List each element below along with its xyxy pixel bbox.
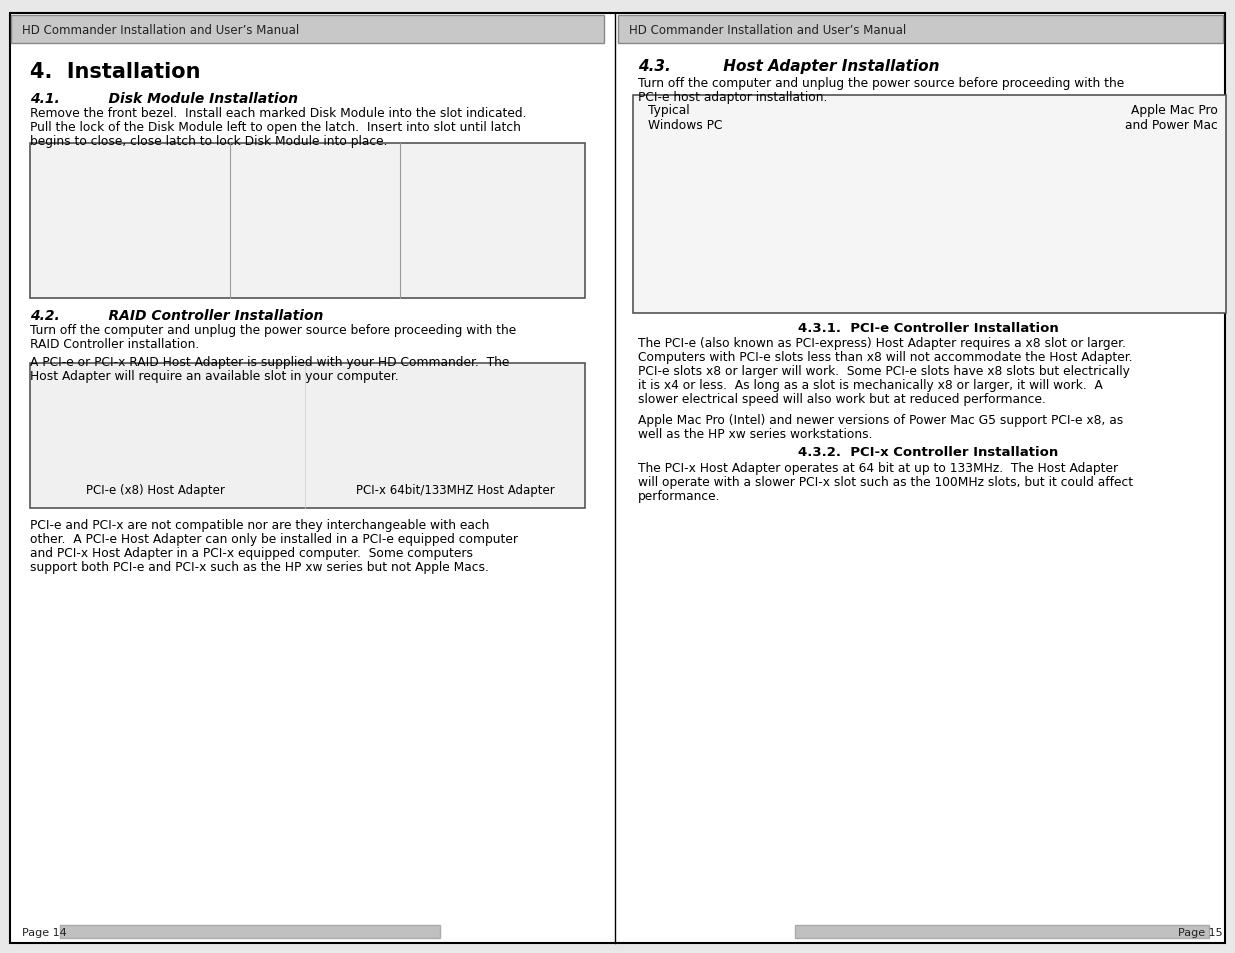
Text: support both PCI-e and PCI-x such as the HP xw series but not Apple Macs.: support both PCI-e and PCI-x such as the…	[30, 560, 489, 574]
Text: performance.: performance.	[638, 490, 720, 502]
Text: Turn off the computer and unplug the power source before proceeding with the: Turn off the computer and unplug the pow…	[638, 77, 1124, 90]
Text: 4.  Installation: 4. Installation	[30, 62, 200, 82]
Text: other.  A PCI-e Host Adapter can only be installed in a PCI-e equipped computer: other. A PCI-e Host Adapter can only be …	[30, 533, 517, 545]
Text: The PCI-e (also known as PCI-express) Host Adapter requires a x8 slot or larger.: The PCI-e (also known as PCI-express) Ho…	[638, 336, 1126, 350]
Text: slower electrical speed will also work but at reduced performance.: slower electrical speed will also work b…	[638, 393, 1046, 406]
Bar	[30, 364, 585, 509]
Text: Host Adapter will require an available slot in your computer.: Host Adapter will require an available s…	[30, 370, 399, 382]
Bar	[30, 144, 585, 298]
Text: 4.3.1.  PCI-e Controller Installation: 4.3.1. PCI-e Controller Installation	[798, 322, 1058, 335]
Text: Page 15: Page 15	[1178, 927, 1223, 937]
Text: 4.3.2.  PCI-x Controller Installation: 4.3.2. PCI-x Controller Installation	[798, 446, 1058, 458]
Text: begins to close, close latch to lock Disk Module into place.: begins to close, close latch to lock Dis…	[30, 135, 388, 148]
Text: and PCI-x Host Adapter in a PCI-x equipped computer.  Some computers: and PCI-x Host Adapter in a PCI-x equipp…	[30, 546, 473, 559]
Text: Turn off the computer and unplug the power source before proceeding with the: Turn off the computer and unplug the pow…	[30, 324, 516, 336]
Text: Page 14: Page 14	[22, 927, 67, 937]
Bar	[634, 96, 1226, 314]
Bar	[618, 16, 1223, 44]
Text: A PCI-e or PCI-x RAID Host Adapter is supplied with your HD Commander.  The: A PCI-e or PCI-x RAID Host Adapter is su…	[30, 355, 509, 369]
Text: PCI-e slots x8 or larger will work.  Some PCI-e slots have x8 slots but electric: PCI-e slots x8 or larger will work. Some…	[638, 365, 1130, 377]
Text: Computers with PCI-e slots less than x8 will not accommodate the Host Adapter.: Computers with PCI-e slots less than x8 …	[638, 351, 1132, 364]
Bar	[11, 16, 604, 44]
Bar	[795, 925, 1209, 938]
Text: RAID Controller installation.: RAID Controller installation.	[30, 337, 199, 351]
Text: HD Commander Installation and User’s Manual: HD Commander Installation and User’s Man…	[629, 24, 906, 36]
Text: PCI-e (x8) Host Adapter: PCI-e (x8) Host Adapter	[85, 483, 225, 497]
Text: Pull the lock of the Disk Module left to open the latch.  Insert into slot until: Pull the lock of the Disk Module left to…	[30, 121, 521, 133]
Text: HD Commander Installation and User’s Manual: HD Commander Installation and User’s Man…	[22, 24, 299, 36]
Text: PCI-e and PCI-x are not compatible nor are they interchangeable with each: PCI-e and PCI-x are not compatible nor a…	[30, 518, 489, 532]
Text: PCI-x 64bit/133MHZ Host Adapter: PCI-x 64bit/133MHZ Host Adapter	[356, 483, 555, 497]
Text: 4.3.          Host Adapter Installation: 4.3. Host Adapter Installation	[638, 59, 940, 74]
Text: it is x4 or less.  As long as a slot is mechanically x8 or larger, it will work.: it is x4 or less. As long as a slot is m…	[638, 378, 1103, 392]
Text: Apple Mac Pro
and Power Mac: Apple Mac Pro and Power Mac	[1125, 104, 1218, 132]
Text: The PCI-x Host Adapter operates at 64 bit at up to 133MHz.  The Host Adapter: The PCI-x Host Adapter operates at 64 bi…	[638, 461, 1118, 475]
Text: 4.2.          RAID Controller Installation: 4.2. RAID Controller Installation	[30, 309, 324, 323]
Text: Typical
Windows PC: Typical Windows PC	[648, 104, 722, 132]
Text: 4.1.          Disk Module Installation: 4.1. Disk Module Installation	[30, 91, 298, 106]
Text: well as the HP xw series workstations.: well as the HP xw series workstations.	[638, 428, 872, 440]
Bar	[61, 925, 440, 938]
Text: Apple Mac Pro (Intel) and newer versions of Power Mac G5 support PCI-e x8, as: Apple Mac Pro (Intel) and newer versions…	[638, 414, 1124, 427]
Text: Remove the front bezel.  Install each marked Disk Module into the slot indicated: Remove the front bezel. Install each mar…	[30, 107, 526, 120]
Text: will operate with a slower PCI-x slot such as the 100MHz slots, but it could aff: will operate with a slower PCI-x slot su…	[638, 476, 1134, 489]
Text: PCI-e host adaptor installation.: PCI-e host adaptor installation.	[638, 91, 827, 104]
